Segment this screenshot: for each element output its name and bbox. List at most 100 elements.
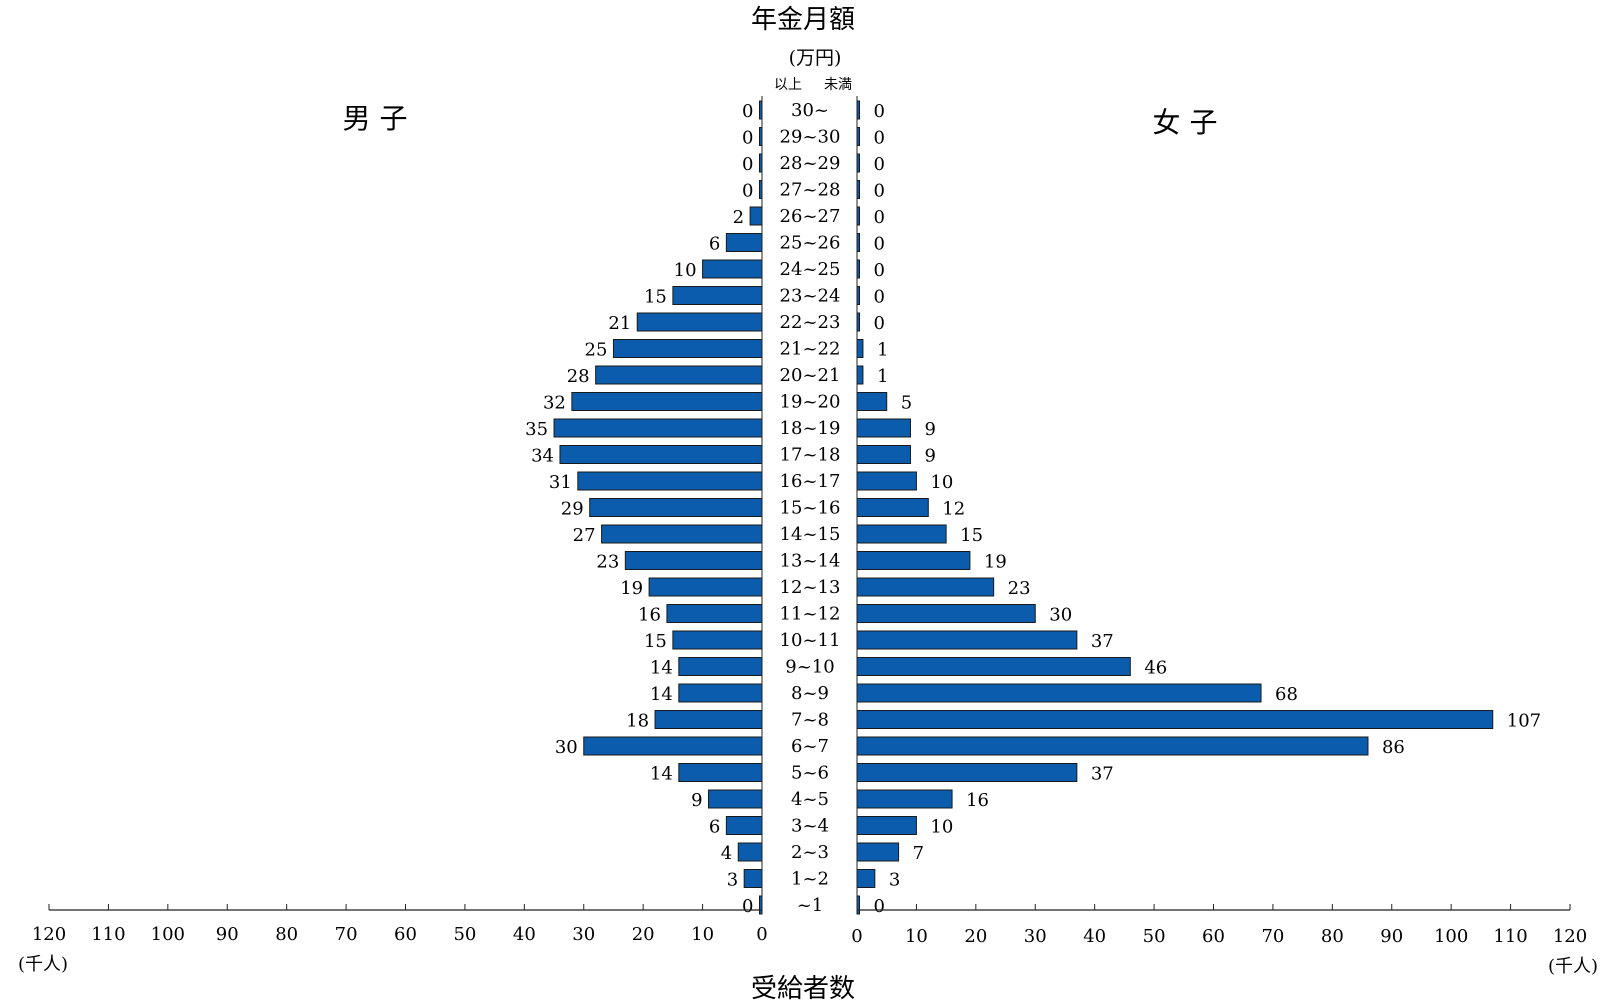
female-bar [856,418,911,438]
male-value-label: 32 [543,393,566,414]
female-value-label: 7 [913,843,924,864]
male-bar [737,842,763,862]
male-series-label: 男 子 [343,102,408,135]
category-label: 26~27 [780,206,841,227]
female-bar [856,498,929,517]
female-value-label: 0 [874,181,885,202]
male-value-label: 0 [742,101,753,122]
female-bar [856,630,1078,650]
male-value-label: 6 [709,234,720,255]
male-bar [589,498,763,517]
female-value-label: 30 [1049,605,1072,626]
female-value-label: 0 [874,154,885,175]
female-bar [856,683,1262,703]
male-bar [725,233,763,252]
female-series-label: 女 子 [1153,106,1218,139]
female-x-tick-label: 100 [1434,926,1468,947]
category-label: 12~13 [780,577,841,598]
male-value-label: 3 [727,870,738,891]
male-value-label: 0 [742,181,753,202]
female-bar [856,869,876,888]
female-value-label: 0 [874,234,885,255]
female-bar [856,604,1036,623]
male-x-tick-label: 100 [151,924,185,945]
category-label: 15~16 [780,498,841,519]
category-label: 27~28 [780,180,841,201]
male-x-tick-label: 20 [632,924,655,945]
male-bar [708,789,763,809]
male-bar [672,286,763,305]
female-x-tick-label: 70 [1261,926,1284,947]
male-value-label: 4 [721,843,732,864]
female-value-label: 15 [960,525,983,546]
male-value-label: 14 [650,764,673,785]
male-value-label: 30 [555,737,578,758]
female-x-tick-label: 80 [1321,926,1344,947]
category-label: 21~22 [780,339,841,360]
female-bar [856,710,1494,729]
category-label: 28~29 [780,153,841,174]
female-value-label: 37 [1091,631,1114,652]
female-bar [856,551,971,570]
male-value-label: 23 [596,552,619,573]
female-value-label: 0 [874,101,885,122]
male-bar [559,445,763,464]
range-header-lower: 以上 [774,77,802,93]
female-value-label: 86 [1382,737,1405,758]
x-unit-right: (千人) [1548,956,1598,977]
female-value-label: 0 [874,128,885,149]
category-label: 16~17 [780,471,841,492]
male-value-label: 15 [644,631,667,652]
male-bar [571,392,763,411]
male-value-label: 14 [650,684,673,705]
female-value-label: 16 [966,790,989,811]
male-bar [624,551,763,570]
male-x-tick-label: 60 [394,924,417,945]
category-label: 10~11 [780,630,841,651]
male-value-label: 27 [573,525,596,546]
category-label: 14~15 [780,524,841,545]
category-label: 30~ [791,100,829,121]
female-value-label: 0 [874,896,885,917]
male-value-label: 34 [531,446,554,467]
male-bar [678,657,763,676]
female-bar [856,392,888,411]
category-label: 11~12 [780,604,841,625]
category-label: 13~14 [780,551,841,572]
female-bar [856,339,864,358]
female-value-label: 1 [877,366,888,387]
female-x-tick-label: 60 [1202,926,1225,947]
male-x-tick-label: 110 [91,924,125,945]
male-value-label: 0 [742,896,753,917]
female-value-label: 0 [874,260,885,281]
male-bar [672,630,763,650]
female-bar [856,524,947,544]
female-value-label: 12 [942,499,965,520]
female-value-label: 19 [984,552,1007,573]
female-bar [856,657,1131,676]
male-bar [749,206,763,226]
male-bar [743,869,763,888]
female-x-tick-label: 110 [1493,926,1527,947]
female-value-label: 3 [889,870,900,891]
category-label: 24~25 [780,259,841,280]
female-x-tick-label: 30 [1024,926,1047,947]
female-x-tick-label: 10 [905,926,928,947]
male-value-label: 14 [650,658,673,679]
female-value-label: 23 [1008,578,1031,599]
male-x-tick-label: 90 [216,924,239,945]
category-label: 8~9 [791,683,829,704]
female-value-label: 9 [924,446,935,467]
male-value-label: 28 [567,366,590,387]
male-bar [612,339,763,358]
category-label: 2~3 [791,842,829,863]
female-x-tick-label: 90 [1380,926,1403,947]
male-value-label: 29 [561,499,584,520]
title-unit: (万円) [789,47,842,69]
male-bar [636,312,763,332]
female-bar [856,445,911,464]
male-value-label: 15 [644,287,667,308]
male-x-tick-label: 70 [335,924,358,945]
male-bar [553,418,763,438]
